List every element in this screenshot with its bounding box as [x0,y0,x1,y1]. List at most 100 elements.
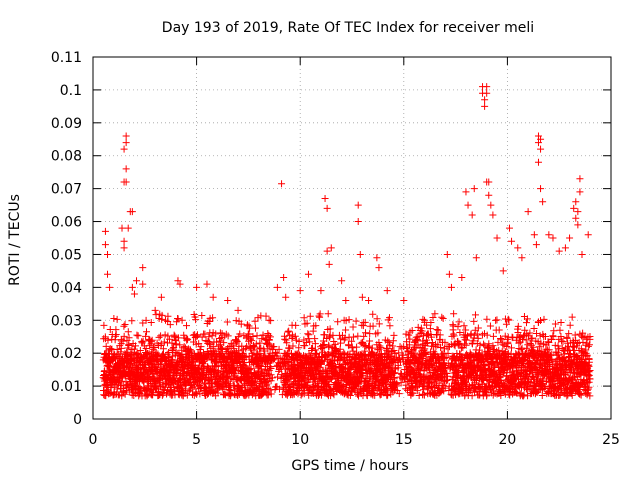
data-point [499,340,507,348]
x-tick-label: 0 [89,432,98,448]
data-point [375,264,383,272]
data-point [289,391,297,399]
data-point [245,330,253,338]
data-point [304,335,312,343]
data-point [549,333,557,341]
data-point [266,333,274,341]
data-point [526,329,534,337]
data-point [325,343,333,351]
data-point [397,379,405,387]
x-tick-label: 10 [291,432,309,448]
data-point [113,315,121,323]
data-point [209,314,217,322]
data-point [336,345,344,353]
data-point [586,332,594,340]
data-point [117,348,125,356]
data-point [464,201,472,209]
data-point [183,322,191,330]
data-point [292,321,300,329]
data-point [423,321,431,329]
data-point [557,332,565,340]
data-point [383,392,391,400]
data-point [437,344,445,352]
data-point [539,198,547,206]
data-point [585,358,593,366]
data-point [305,331,313,339]
data-point [323,369,331,377]
data-point [193,283,201,291]
data-point [474,324,482,332]
data-point [104,270,112,278]
data-point [120,237,128,245]
data-point [384,391,392,399]
data-point [573,339,581,347]
data-point [508,237,516,245]
data-point [194,365,202,373]
data-point [443,377,451,385]
data-point [529,343,537,351]
data-point [508,344,516,352]
data-point [145,342,153,350]
data-point [493,316,501,324]
data-point [342,317,350,325]
data-point [281,335,289,343]
data-point [390,331,398,339]
data-point [550,327,558,335]
data-point [364,381,372,389]
data-point [263,340,271,348]
data-point [568,313,576,321]
data-point [471,311,479,319]
data-point [169,345,177,353]
data-point [316,313,324,321]
data-point [476,341,484,349]
data-point [264,345,272,353]
data-point [586,375,594,383]
data-point [198,312,206,320]
data-point [251,378,259,386]
chart-title: Day 193 of 2019, Rate Of TEC Index for r… [162,20,534,36]
data-point [427,333,435,341]
data-point [574,208,582,216]
data-point [487,201,495,209]
data-point [537,185,545,193]
data-point [143,328,151,336]
data-point [328,348,336,356]
data-point [584,367,592,375]
data-point [121,320,129,328]
data-point [120,145,128,153]
data-point [222,330,230,338]
data-point [470,317,478,325]
data-point [373,254,381,262]
data-point [369,310,377,318]
data-point [176,341,184,349]
data-point [201,330,209,338]
data-point [503,342,511,350]
data-point [568,391,576,399]
data-point [359,322,367,330]
data-point [250,346,258,354]
data-point [576,175,584,183]
data-point [430,391,438,399]
data-point [506,391,514,399]
data-point [189,384,197,392]
data-point [209,293,217,301]
data-point [130,345,138,353]
data-point [120,244,128,252]
data-point [584,362,592,370]
data-point [574,354,582,362]
data-point [514,329,522,337]
data-point [128,283,136,291]
data-point [100,321,108,329]
data-point [537,135,545,143]
data-point [578,250,586,258]
data-point [130,290,138,298]
data-point [556,326,564,334]
data-point [133,331,141,339]
data-point [483,89,491,97]
data-point [320,340,328,348]
data-point [128,317,136,325]
data-point [321,195,329,203]
data-point [101,241,109,249]
data-point [374,329,382,337]
data-point [125,334,133,342]
